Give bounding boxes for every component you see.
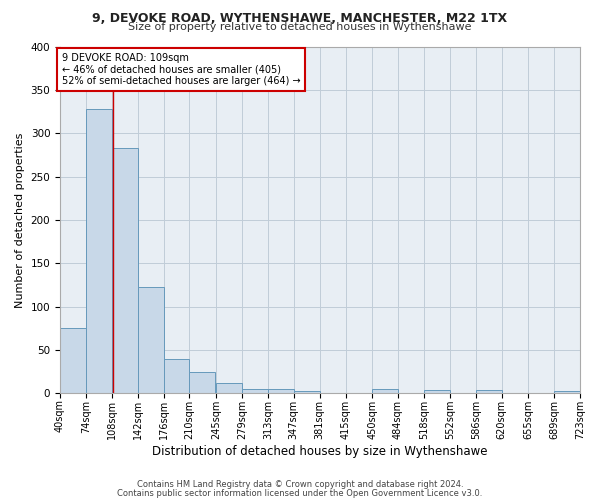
Text: Size of property relative to detached houses in Wythenshawe: Size of property relative to detached ho… (128, 22, 472, 32)
Bar (476, 390, 502, 393)
Bar (294, 390, 320, 393)
Text: Contains HM Land Registry data © Crown copyright and database right 2024.: Contains HM Land Registry data © Crown c… (137, 480, 463, 489)
Bar (242, 389, 268, 393)
Bar (554, 390, 580, 393)
Bar (137, 286, 164, 393)
Text: Contains public sector information licensed under the Open Government Licence v3: Contains public sector information licen… (118, 489, 482, 498)
Bar (190, 372, 215, 393)
Bar (372, 389, 398, 393)
Text: 9, DEVOKE ROAD, WYTHENSHAWE, MANCHESTER, M22 1TX: 9, DEVOKE ROAD, WYTHENSHAWE, MANCHESTER,… (92, 12, 508, 26)
Bar (424, 390, 450, 393)
Bar (112, 148, 137, 393)
Bar (86, 109, 112, 393)
X-axis label: Distribution of detached houses by size in Wythenshawe: Distribution of detached houses by size … (152, 444, 488, 458)
Bar (216, 383, 242, 393)
Text: 9 DEVOKE ROAD: 109sqm
← 46% of detached houses are smaller (405)
52% of semi-det: 9 DEVOKE ROAD: 109sqm ← 46% of detached … (62, 52, 300, 86)
Bar (164, 360, 190, 393)
Y-axis label: Number of detached properties: Number of detached properties (15, 132, 25, 308)
Bar (60, 328, 86, 393)
Bar (268, 389, 294, 393)
